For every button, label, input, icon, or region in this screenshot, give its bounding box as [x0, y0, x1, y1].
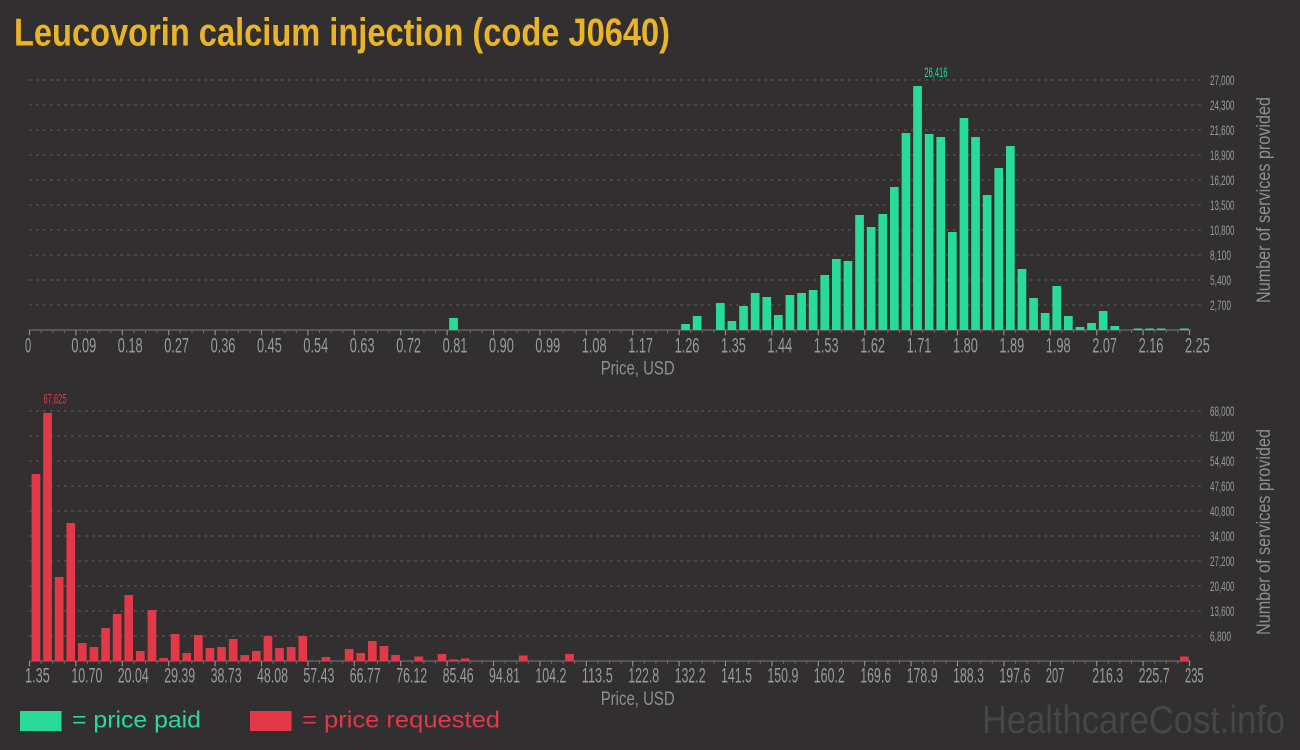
- svg-text:66.77: 66.77: [350, 664, 381, 687]
- svg-text:13,600: 13,600: [1210, 603, 1235, 619]
- svg-text:1.71: 1.71: [907, 335, 932, 358]
- svg-text:1.62: 1.62: [860, 335, 885, 358]
- svg-text:6,800: 6,800: [1210, 628, 1231, 644]
- svg-text:0.63: 0.63: [350, 335, 375, 358]
- svg-text:8,100: 8,100: [1210, 247, 1231, 263]
- svg-text:1.35: 1.35: [25, 664, 50, 687]
- svg-text:24,300: 24,300: [1210, 97, 1235, 113]
- svg-text:67,625: 67,625: [44, 391, 67, 406]
- svg-text:2.16: 2.16: [1139, 335, 1164, 358]
- svg-text:0: 0: [25, 335, 31, 358]
- svg-text:0.09: 0.09: [71, 335, 96, 358]
- svg-text:1.35: 1.35: [721, 335, 746, 358]
- svg-text:29.39: 29.39: [164, 664, 195, 687]
- svg-text:1.89: 1.89: [999, 335, 1024, 358]
- svg-text:40,800: 40,800: [1210, 503, 1235, 519]
- svg-text:104.2: 104.2: [535, 664, 566, 687]
- svg-text:27,000: 27,000: [1210, 72, 1235, 88]
- svg-text:0.27: 0.27: [164, 335, 189, 358]
- svg-text:0.81: 0.81: [443, 335, 468, 358]
- svg-text:178.9: 178.9: [907, 664, 938, 687]
- svg-text:160.2: 160.2: [814, 664, 845, 687]
- svg-text:54,400: 54,400: [1210, 453, 1235, 469]
- svg-text:0.45: 0.45: [257, 335, 282, 358]
- svg-text:61,200: 61,200: [1210, 428, 1235, 444]
- svg-text:1.80: 1.80: [953, 335, 978, 358]
- svg-text:Number of services provided: Number of services provided: [1253, 97, 1275, 303]
- svg-text:2.07: 2.07: [1092, 335, 1117, 358]
- svg-text:188.3: 188.3: [953, 664, 984, 687]
- svg-text:0.54: 0.54: [303, 335, 328, 358]
- svg-text:Price, USD: Price, USD: [601, 358, 675, 380]
- svg-text:10.70: 10.70: [71, 664, 102, 687]
- svg-text:235: 235: [1185, 664, 1204, 687]
- svg-text:48.08: 48.08: [257, 664, 288, 687]
- svg-text:= price requested: = price requested: [302, 707, 500, 733]
- svg-text:169.6: 169.6: [860, 664, 891, 687]
- svg-text:27,200: 27,200: [1210, 553, 1235, 569]
- svg-text:141.5: 141.5: [721, 664, 752, 687]
- svg-text:0.72: 0.72: [396, 335, 421, 358]
- svg-text:1.53: 1.53: [814, 335, 839, 358]
- svg-text:113.5: 113.5: [582, 664, 613, 687]
- svg-text:1.08: 1.08: [582, 335, 607, 358]
- svg-text:94.81: 94.81: [489, 664, 520, 687]
- svg-text:1.26: 1.26: [675, 335, 700, 358]
- svg-text:76.12: 76.12: [396, 664, 427, 687]
- svg-text:0.90: 0.90: [489, 335, 514, 358]
- svg-text:207: 207: [1046, 664, 1065, 687]
- svg-text:0.99: 0.99: [535, 335, 560, 358]
- svg-text:13,500: 13,500: [1210, 197, 1235, 213]
- svg-text:2,700: 2,700: [1210, 297, 1231, 313]
- svg-text:1.44: 1.44: [767, 335, 792, 358]
- svg-text:18,900: 18,900: [1210, 147, 1235, 163]
- svg-text:68,000: 68,000: [1210, 403, 1235, 419]
- svg-text:0.36: 0.36: [211, 335, 236, 358]
- svg-text:= price paid: = price paid: [72, 707, 201, 733]
- svg-text:38.73: 38.73: [211, 664, 242, 687]
- svg-text:26,416: 26,416: [924, 65, 947, 80]
- svg-text:197.6: 197.6: [999, 664, 1030, 687]
- svg-text:20.04: 20.04: [118, 664, 149, 687]
- svg-text:216.3: 216.3: [1092, 664, 1123, 687]
- svg-text:1.98: 1.98: [1046, 335, 1071, 358]
- svg-text:Price, USD: Price, USD: [601, 688, 675, 710]
- svg-text:122.8: 122.8: [628, 664, 659, 687]
- svg-text:85.46: 85.46: [443, 664, 474, 687]
- svg-text:1.17: 1.17: [628, 335, 653, 358]
- svg-text:34,000: 34,000: [1210, 528, 1235, 544]
- svg-text:225.7: 225.7: [1139, 664, 1170, 687]
- svg-text:5,400: 5,400: [1210, 272, 1231, 288]
- svg-text:132.2: 132.2: [675, 664, 706, 687]
- svg-text:47,600: 47,600: [1210, 478, 1235, 494]
- svg-text:2.25: 2.25: [1185, 335, 1210, 358]
- svg-text:10,800: 10,800: [1210, 222, 1235, 238]
- svg-text:0.18: 0.18: [118, 335, 143, 358]
- svg-text:Leucovorin calcium injection (: Leucovorin calcium injection (code J0640…: [14, 12, 670, 55]
- svg-text:20,400: 20,400: [1210, 578, 1235, 594]
- svg-text:21,600: 21,600: [1210, 122, 1235, 138]
- svg-text:57.43: 57.43: [303, 664, 334, 687]
- svg-text:HealthcareCost.info: HealthcareCost.info: [982, 699, 1285, 742]
- svg-text:150.9: 150.9: [767, 664, 798, 687]
- svg-text:16,200: 16,200: [1210, 172, 1235, 188]
- svg-text:Number of services provided: Number of services provided: [1253, 429, 1275, 635]
